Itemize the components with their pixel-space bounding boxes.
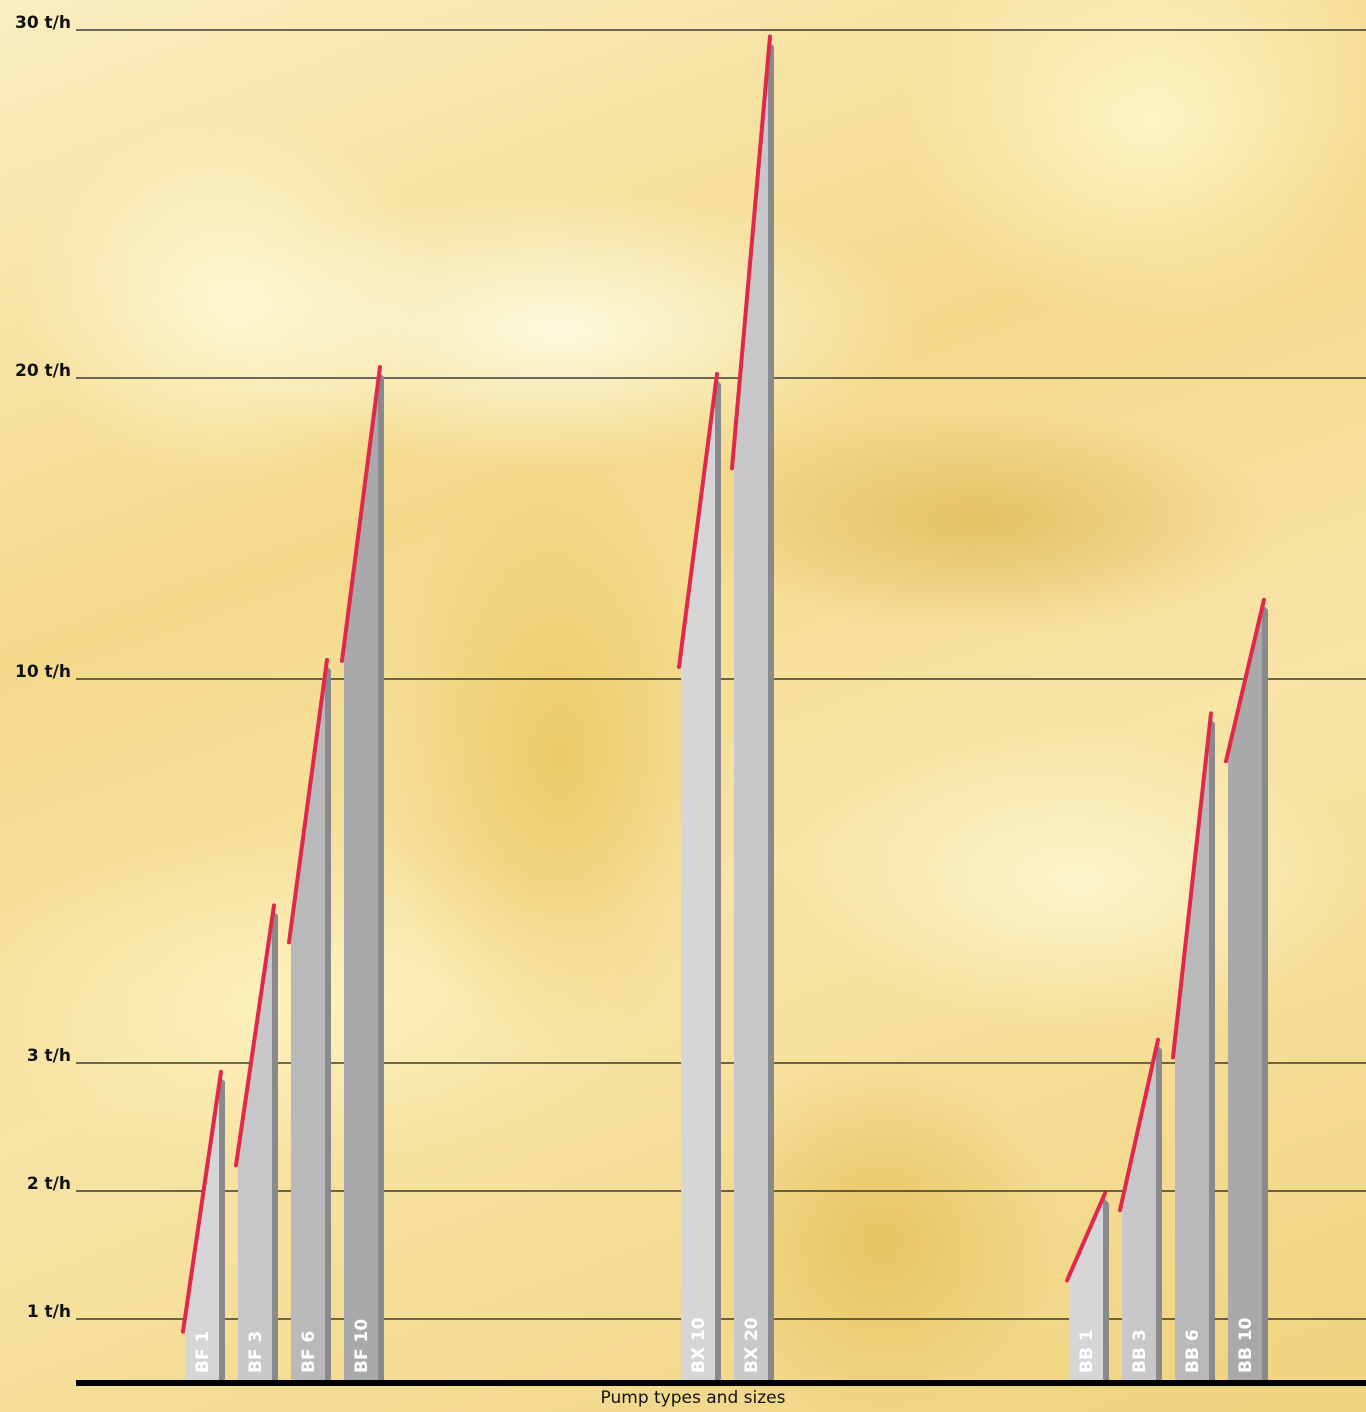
bar <box>238 909 272 1381</box>
bar-edge <box>1262 603 1268 1381</box>
bar <box>681 378 715 1381</box>
y-tick-label: 1 t/h <box>27 1302 71 1322</box>
x-axis-baseline <box>76 1380 1366 1386</box>
range-line <box>287 657 329 945</box>
range-line <box>1065 1191 1107 1283</box>
bar-label: BF 3 <box>246 1331 266 1373</box>
bar-edge <box>1103 1197 1109 1381</box>
range-line <box>730 34 772 471</box>
bar-label: BX 10 <box>689 1317 709 1373</box>
bar-edge <box>219 1075 225 1381</box>
range-line <box>1171 711 1213 1060</box>
range-line <box>234 903 276 1168</box>
bar-label: BX 20 <box>742 1317 762 1373</box>
bar-edge <box>1156 1043 1162 1381</box>
bar-label: BB 1 <box>1077 1329 1097 1373</box>
y-tick-label: 20 t/h <box>15 361 71 381</box>
bar-label: BF 10 <box>352 1319 372 1373</box>
bar-edge <box>768 40 774 1382</box>
bar-edge <box>715 378 721 1381</box>
bar <box>344 371 378 1381</box>
y-tick-label: 2 t/h <box>27 1174 71 1194</box>
bar-label: BB 6 <box>1183 1329 1203 1373</box>
range-line <box>181 1069 223 1334</box>
y-tick-label: 10 t/h <box>15 662 71 682</box>
y-tick-label: 30 t/h <box>15 13 71 33</box>
range-line <box>340 365 382 663</box>
bar-edge <box>378 371 384 1381</box>
bar <box>734 40 768 1382</box>
bar-edge <box>1209 717 1215 1381</box>
bar-edge <box>272 909 278 1381</box>
bar-label: BB 10 <box>1236 1317 1256 1373</box>
bar-edge <box>325 663 331 1381</box>
bar <box>1175 717 1209 1381</box>
range-line <box>1224 597 1266 764</box>
y-tick-label: 3 t/h <box>27 1046 71 1066</box>
bar <box>291 663 325 1381</box>
bar <box>1228 603 1262 1381</box>
bar <box>1122 1043 1156 1381</box>
x-axis-label: Pump types and sizes <box>600 1388 786 1408</box>
range-line <box>677 372 719 669</box>
range-line <box>1118 1037 1160 1213</box>
bar-label: BB 3 <box>1130 1329 1150 1373</box>
bar-label: BF 1 <box>193 1331 213 1373</box>
bar-label: BF 6 <box>299 1331 319 1373</box>
bar <box>1069 1197 1103 1381</box>
